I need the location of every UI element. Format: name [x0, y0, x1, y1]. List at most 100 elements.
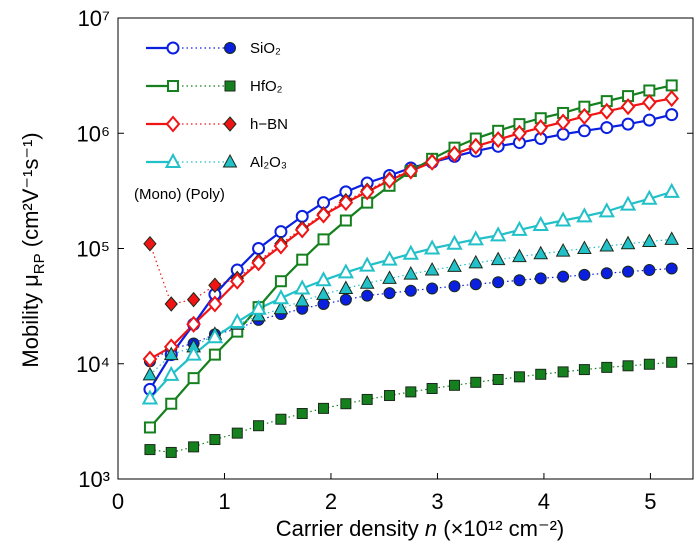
legend-label: SiO₂ — [250, 40, 281, 57]
marker — [294, 292, 310, 307]
marker — [641, 189, 658, 205]
marker — [317, 297, 330, 310]
marker — [447, 258, 462, 272]
marker — [601, 361, 613, 373]
marker — [532, 215, 549, 231]
marker — [620, 98, 636, 116]
marker — [578, 268, 591, 281]
marker — [404, 284, 417, 297]
marker — [143, 235, 157, 252]
marker — [206, 328, 224, 344]
legend-marker — [165, 115, 181, 133]
series-line — [149, 267, 672, 362]
marker — [511, 220, 528, 236]
marker — [599, 102, 615, 120]
marker — [469, 278, 482, 291]
marker — [599, 238, 615, 252]
marker — [251, 307, 266, 322]
series-line — [149, 97, 672, 360]
marker — [664, 90, 680, 108]
y-label-part: RP — [31, 253, 48, 274]
y-tick-label: 10⁴ — [76, 352, 110, 377]
marker — [512, 248, 527, 263]
marker — [165, 446, 177, 458]
marker — [513, 274, 526, 287]
marker — [554, 211, 572, 227]
marker — [384, 390, 396, 402]
marker — [208, 277, 222, 294]
marker — [273, 237, 289, 255]
marker — [340, 398, 352, 410]
marker — [426, 282, 439, 295]
marker — [317, 233, 330, 246]
marker — [600, 267, 613, 280]
marker — [141, 389, 159, 405]
marker — [446, 234, 463, 250]
marker — [577, 124, 591, 138]
marker — [426, 382, 438, 394]
marker — [621, 117, 635, 131]
marker — [209, 434, 221, 446]
marker — [600, 121, 614, 135]
marker — [423, 239, 441, 255]
marker — [620, 235, 636, 250]
marker — [555, 243, 571, 257]
marker — [361, 393, 373, 405]
marker — [577, 107, 592, 125]
legend-marker — [166, 41, 180, 55]
marker — [533, 245, 549, 260]
marker — [250, 299, 267, 315]
marker — [666, 356, 678, 368]
marker — [207, 295, 223, 313]
marker — [358, 256, 376, 272]
marker — [622, 360, 634, 372]
marker — [251, 254, 266, 272]
marker — [424, 262, 440, 276]
marker — [229, 272, 245, 290]
marker — [316, 206, 331, 224]
marker — [339, 293, 352, 306]
marker — [315, 271, 332, 287]
annotation: (Mono) (Poly) — [134, 186, 225, 203]
marker — [338, 194, 354, 212]
marker — [492, 276, 505, 289]
marker — [381, 250, 398, 266]
marker — [163, 346, 179, 361]
x-tick-label: 1 — [218, 489, 230, 514]
marker — [578, 364, 590, 376]
series-line — [149, 361, 672, 454]
x-label-part: (×10¹² cm⁻²) — [437, 516, 564, 541]
marker — [274, 275, 287, 288]
marker — [316, 286, 331, 300]
x-tick-label: 3 — [431, 489, 443, 514]
marker — [643, 264, 656, 277]
marker — [535, 368, 547, 380]
marker — [185, 345, 202, 361]
y-tick-label: 10³ — [78, 467, 110, 492]
y-tick-label: 10⁶ — [76, 121, 110, 146]
marker — [512, 124, 527, 142]
marker — [142, 366, 158, 381]
marker — [402, 244, 420, 260]
x-tick-label: 5 — [644, 489, 656, 514]
marker — [339, 214, 352, 227]
marker — [296, 408, 308, 420]
marker — [467, 230, 484, 246]
legend-label: h−BN — [250, 116, 288, 133]
marker — [577, 240, 592, 254]
marker — [231, 427, 243, 439]
x-axis-label: Carrier density n (×10¹² cm⁻²) — [276, 516, 565, 541]
marker — [665, 108, 679, 122]
marker — [273, 300, 289, 315]
marker — [557, 270, 570, 283]
marker — [253, 420, 265, 432]
y-tick-label: 10⁵ — [76, 237, 110, 262]
marker — [294, 221, 310, 239]
legend-label: Al₂O₃ — [250, 154, 287, 171]
x-label-part: n — [425, 516, 437, 541]
marker — [468, 137, 484, 155]
marker — [294, 279, 311, 295]
marker — [186, 315, 201, 333]
